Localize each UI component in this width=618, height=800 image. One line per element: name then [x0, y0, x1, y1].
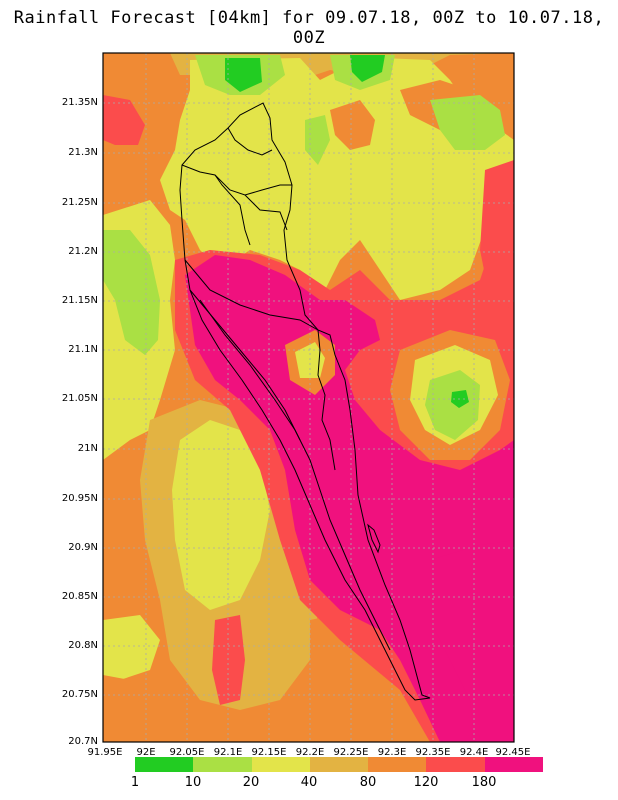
admin-line-4 [227, 127, 273, 156]
admin-line-6 [317, 329, 336, 471]
rain-zone-red-west [103, 95, 145, 145]
lon-label: 91.95E [87, 747, 123, 758]
admin-line-1 [181, 164, 292, 196]
coastline-outline [179, 102, 431, 701]
legend-swatch [426, 757, 485, 772]
lat-label: 21.35N [61, 97, 98, 108]
lat-label: 21.25N [61, 197, 98, 208]
rain-zone-red-far-east [480, 160, 514, 310]
legend-swatch [484, 757, 543, 772]
lat-label: 20.75N [61, 689, 98, 700]
legend-label: 10 [184, 775, 202, 790]
legend-swatch [309, 757, 369, 772]
legend-label: 180 [471, 775, 497, 790]
legend-label: 120 [413, 775, 439, 790]
lon-label: 92.25E [333, 747, 369, 758]
rain-zone-lightgreen-ne2 [430, 95, 505, 150]
rain-zone-red-sw [212, 615, 245, 705]
island-outline [367, 523, 381, 554]
rain-zone-lightgreen-center [305, 115, 330, 165]
plot-frame [102, 52, 515, 743]
lat-label: 21N [77, 443, 98, 454]
admin-line-5 [184, 259, 319, 331]
legend-swatch [193, 757, 252, 772]
legend-label: 40 [300, 775, 318, 790]
admin-line-3 [244, 194, 288, 231]
rain-zone-orange-sw [103, 675, 140, 715]
rain-zone-magenta-southeast [430, 540, 514, 742]
admin-line-2 [214, 174, 251, 246]
lon-label: 92.3E [377, 747, 407, 758]
lat-label: 20.8N [68, 640, 98, 651]
lon-label: 92.4E [459, 747, 489, 758]
lat-label: 21.2N [68, 246, 98, 257]
grid-lines [103, 53, 514, 742]
legend-label: 20 [242, 775, 260, 790]
lat-label: 21.05N [61, 393, 98, 404]
lon-label: 92.15E [251, 747, 287, 758]
lat-label: 20.7N [68, 736, 98, 747]
lon-label: 92.1E [213, 747, 243, 758]
legend-label: 1 [130, 775, 140, 790]
boundary-lines [179, 102, 431, 701]
lon-label: 92.45E [495, 747, 531, 758]
rain-zone-green-north [225, 58, 262, 92]
rain-zone-green-northeast [350, 55, 385, 82]
rain-zone-orange-north-island [330, 100, 375, 150]
legend-swatch [135, 757, 194, 772]
legend-label: 80 [359, 775, 377, 790]
legend-swatch [251, 757, 310, 772]
rain-zone-yellow-center [172, 420, 270, 610]
lon-label: 92.2E [295, 747, 325, 758]
lat-label: 20.95N [61, 493, 98, 504]
lat-label: 20.9N [68, 542, 98, 553]
rain-zone-lightgreen-east-blob [425, 370, 480, 440]
lon-label: 92E [136, 747, 156, 758]
lat-label: 21.1N [68, 344, 98, 355]
inner-coast-line [199, 299, 391, 651]
lat-label: 21.3N [68, 147, 98, 158]
map-title: Rainfall Forecast [04km] for 09.07.18, 0… [13, 8, 605, 48]
lat-label: 21.15N [61, 295, 98, 306]
legend-swatch [368, 757, 427, 772]
lon-label: 92.05E [169, 747, 205, 758]
lon-label: 92.35E [415, 747, 451, 758]
lat-label: 20.85N [61, 591, 98, 602]
color-legend [135, 757, 543, 772]
